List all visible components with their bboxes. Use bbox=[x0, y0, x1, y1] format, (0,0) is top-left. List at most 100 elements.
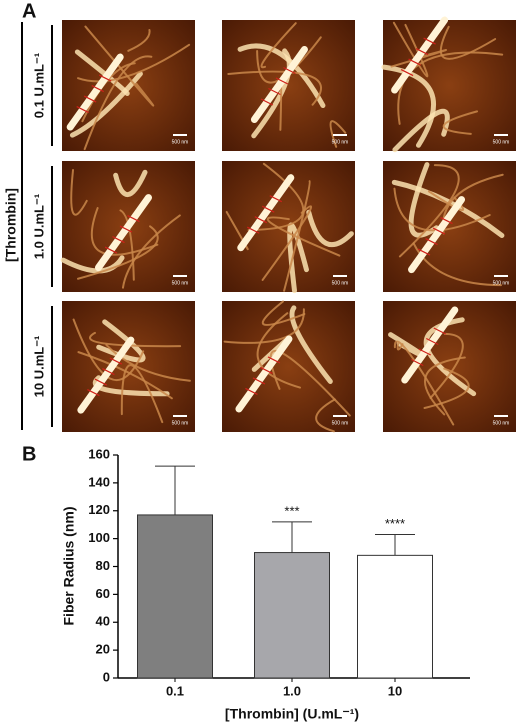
scale-bar-label: 500 nm bbox=[332, 139, 349, 145]
significance: **** bbox=[385, 516, 405, 531]
measure-mark bbox=[252, 377, 266, 385]
scale-bar-label: 500 nm bbox=[493, 280, 510, 286]
fiber bbox=[77, 43, 191, 83]
fiber bbox=[393, 187, 491, 232]
bar bbox=[357, 554, 433, 679]
x-tick-label: 0.1 bbox=[166, 683, 184, 698]
measure-mark bbox=[76, 106, 89, 114]
fiber bbox=[279, 83, 283, 131]
measure-mark bbox=[87, 389, 100, 397]
measure-mark bbox=[91, 85, 104, 93]
fiber bbox=[392, 108, 450, 153]
afm-image bbox=[383, 161, 516, 292]
measure-mark bbox=[425, 238, 438, 246]
fiber bbox=[287, 222, 309, 294]
bar bbox=[137, 514, 213, 679]
y-tick-label: 100 bbox=[88, 530, 110, 545]
fiber bbox=[89, 331, 182, 348]
x-axis-label: [Thrombin] (U.mL⁻¹) bbox=[225, 706, 359, 722]
fiber bbox=[120, 364, 164, 424]
main-fiber bbox=[391, 16, 449, 94]
fiber bbox=[256, 36, 322, 84]
scale-bar-label: 500 nm bbox=[493, 139, 510, 145]
scale-bar-label: 500 nm bbox=[493, 420, 510, 426]
fiber bbox=[412, 242, 502, 287]
measure-mark bbox=[102, 368, 115, 376]
measure-mark bbox=[261, 205, 275, 213]
row-label: 1.0 U.mL⁻¹ bbox=[31, 194, 46, 259]
fiber bbox=[392, 21, 429, 78]
measure-mark bbox=[440, 217, 453, 225]
measure-mark bbox=[418, 348, 432, 356]
measure-mark bbox=[400, 68, 414, 77]
fiber bbox=[439, 25, 497, 60]
measure-mark bbox=[408, 58, 421, 66]
fiber bbox=[306, 209, 354, 248]
fiber bbox=[429, 332, 464, 399]
measure-mark bbox=[268, 87, 281, 96]
x-tick-label: 10 bbox=[388, 683, 402, 698]
fiber bbox=[289, 305, 333, 384]
group-label: [Thrombin] bbox=[3, 188, 19, 262]
measure-mark bbox=[260, 366, 273, 374]
y-tick-label: 0 bbox=[103, 669, 110, 684]
measure-mark bbox=[254, 216, 268, 224]
main-fiber bbox=[250, 45, 308, 123]
fiber bbox=[113, 169, 148, 197]
measure-mark bbox=[109, 357, 123, 365]
row-label: 0.1 U.mL⁻¹ bbox=[31, 53, 46, 118]
measure-mark bbox=[269, 195, 283, 203]
panel-label: A bbox=[22, 0, 36, 22]
y-tick-label: 140 bbox=[88, 474, 110, 489]
y-tick-label: 120 bbox=[88, 502, 110, 517]
measure-mark bbox=[275, 77, 289, 85]
measure-mark bbox=[104, 246, 118, 254]
fiber bbox=[84, 25, 155, 107]
fiber bbox=[261, 205, 312, 281]
measure-mark bbox=[267, 356, 281, 364]
measure-mark bbox=[112, 236, 125, 244]
y-tick-label: 40 bbox=[96, 614, 110, 629]
fiber bbox=[266, 216, 341, 257]
fiber bbox=[72, 318, 145, 382]
measure-mark bbox=[260, 98, 274, 106]
measure-mark bbox=[94, 378, 108, 386]
measure-mark bbox=[417, 248, 431, 256]
main-fiber bbox=[408, 196, 466, 274]
fiber bbox=[223, 308, 305, 344]
measure-mark bbox=[127, 215, 140, 223]
main-fiber bbox=[235, 335, 293, 413]
measure-mark bbox=[432, 227, 446, 235]
fiber bbox=[121, 214, 181, 289]
fiber bbox=[83, 55, 153, 151]
afm-image bbox=[222, 301, 355, 432]
main-fiber bbox=[94, 194, 152, 272]
fiber bbox=[237, 43, 326, 109]
fiber bbox=[90, 207, 159, 256]
fiber bbox=[260, 22, 297, 69]
afm-image bbox=[222, 20, 355, 151]
fiber bbox=[408, 162, 439, 238]
measure-mark bbox=[423, 37, 436, 45]
measure-mark bbox=[415, 47, 429, 56]
fiber bbox=[76, 225, 159, 280]
fiber bbox=[423, 367, 470, 410]
y-tick-label: 160 bbox=[88, 446, 110, 461]
row-label: 10 U.mL⁻¹ bbox=[31, 336, 46, 398]
bar-chart: 0 20 40 60 80 100 120 140 160 0.1 1.0 *** 10 **** bbox=[88, 446, 470, 698]
main-fiber bbox=[401, 306, 459, 384]
measure-mark bbox=[433, 327, 447, 335]
y-axis-label: Fiber Radius (nm) bbox=[61, 506, 77, 625]
fiber bbox=[424, 356, 466, 416]
fiber bbox=[442, 110, 479, 135]
scale-bar-label: 500 nm bbox=[332, 420, 349, 426]
measure-mark bbox=[98, 74, 112, 82]
measure-mark bbox=[245, 387, 258, 395]
measure-mark bbox=[246, 226, 260, 234]
x-tick-label: 1.0 bbox=[283, 683, 301, 698]
main-fiber bbox=[237, 174, 295, 252]
scale-bar-label: 500 nm bbox=[172, 420, 189, 426]
fiber bbox=[398, 164, 460, 258]
fiber bbox=[105, 343, 191, 382]
